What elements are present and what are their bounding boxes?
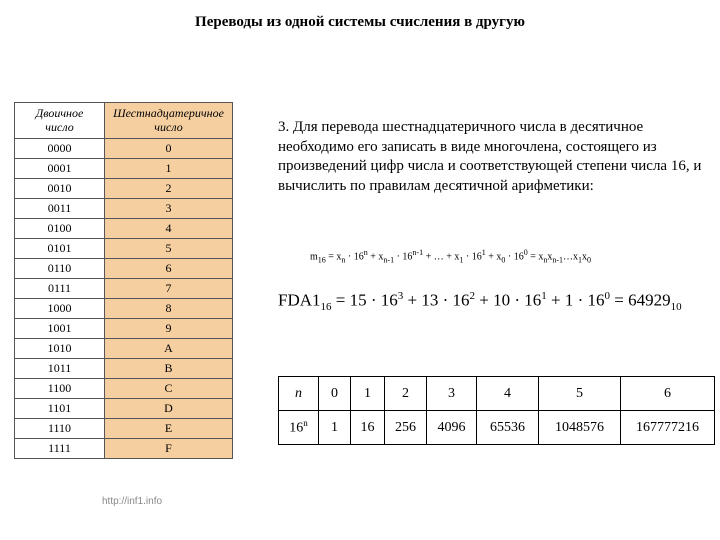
table-row: 1101D (15, 399, 233, 419)
table-row: 10008 (15, 299, 233, 319)
hex-cell: 0 (105, 139, 233, 159)
powers-header-base: 16n (279, 411, 319, 445)
table-row: 01117 (15, 279, 233, 299)
table-row: 1100C (15, 379, 233, 399)
hex-cell: 8 (105, 299, 233, 319)
power-value-cell: 1 (319, 411, 351, 445)
binary-cell: 0111 (15, 279, 105, 299)
binary-cell: 1101 (15, 399, 105, 419)
power-value-cell: 16 (351, 411, 385, 445)
table-row: 1110E (15, 419, 233, 439)
table-row: 01015 (15, 239, 233, 259)
col-header-hex: Шестнадцатеричноечисло (105, 103, 233, 139)
power-exponent-cell: 4 (477, 377, 539, 411)
binary-cell: 1011 (15, 359, 105, 379)
hex-cell: A (105, 339, 233, 359)
powers-row-n: n 0123456 (279, 377, 715, 411)
hex-table-body: 0000000011001020011301004010150110601117… (15, 139, 233, 459)
table-row: 1010A (15, 339, 233, 359)
power-exponent-cell: 6 (621, 377, 715, 411)
credit-url: http://inf1.info (102, 496, 162, 507)
hex-cell: 1 (105, 159, 233, 179)
hex-cell: 2 (105, 179, 233, 199)
binary-cell: 1010 (15, 339, 105, 359)
power-value-cell: 1048576 (539, 411, 621, 445)
binary-cell: 1111 (15, 439, 105, 459)
power-value-cell: 4096 (427, 411, 477, 445)
binary-cell: 1001 (15, 319, 105, 339)
power-value-cell: 256 (385, 411, 427, 445)
power-value-cell: 65536 (477, 411, 539, 445)
binary-cell: 1100 (15, 379, 105, 399)
hex-cell: 9 (105, 319, 233, 339)
power-exponent-cell: 1 (351, 377, 385, 411)
power-exponent-cell: 0 (319, 377, 351, 411)
table-row: 1111F (15, 439, 233, 459)
hex-cell: 7 (105, 279, 233, 299)
binary-hex-table: Двоичноечисло Шестнадцатеричноечисло 000… (14, 102, 233, 459)
hex-cell: 6 (105, 259, 233, 279)
table-row: 00011 (15, 159, 233, 179)
power-exponent-cell: 2 (385, 377, 427, 411)
binary-cell: 0000 (15, 139, 105, 159)
power-value-cell: 167777216 (621, 411, 715, 445)
table-row: 00102 (15, 179, 233, 199)
powers-of-16-table: n 0123456 16n 11625640966553610485761677… (278, 376, 715, 445)
hex-cell: 5 (105, 239, 233, 259)
table-row: 01004 (15, 219, 233, 239)
power-exponent-cell: 3 (427, 377, 477, 411)
hex-cell: D (105, 399, 233, 419)
table-row: 00113 (15, 199, 233, 219)
power-exponent-cell: 5 (539, 377, 621, 411)
hex-cell: 4 (105, 219, 233, 239)
binary-cell: 0010 (15, 179, 105, 199)
general-formula: m16 = xn · 16n + xn-1 · 16n-1 + … + x1 ·… (310, 248, 591, 264)
powers-header-n: n (279, 377, 319, 411)
binary-cell: 0110 (15, 259, 105, 279)
hex-cell: B (105, 359, 233, 379)
table-row: 1011B (15, 359, 233, 379)
table-row: 01106 (15, 259, 233, 279)
table-row: 00000 (15, 139, 233, 159)
example-formula: FDA116 = 15 · 163 + 13 · 162 + 10 · 161 … (278, 290, 682, 313)
hex-cell: E (105, 419, 233, 439)
binary-cell: 0101 (15, 239, 105, 259)
description-text: 3. Для перевода шестнадцатеричного числа… (278, 118, 706, 196)
binary-cell: 0100 (15, 219, 105, 239)
col-header-binary: Двоичноечисло (15, 103, 105, 139)
table-row: 10019 (15, 319, 233, 339)
hex-cell: 3 (105, 199, 233, 219)
binary-cell: 1110 (15, 419, 105, 439)
binary-cell: 0001 (15, 159, 105, 179)
powers-row-values: 16n 1162564096655361048576167777216 (279, 411, 715, 445)
page-title: Переводы из одной системы счисления в др… (0, 14, 720, 31)
hex-cell: C (105, 379, 233, 399)
binary-cell: 1000 (15, 299, 105, 319)
binary-cell: 0011 (15, 199, 105, 219)
hex-cell: F (105, 439, 233, 459)
